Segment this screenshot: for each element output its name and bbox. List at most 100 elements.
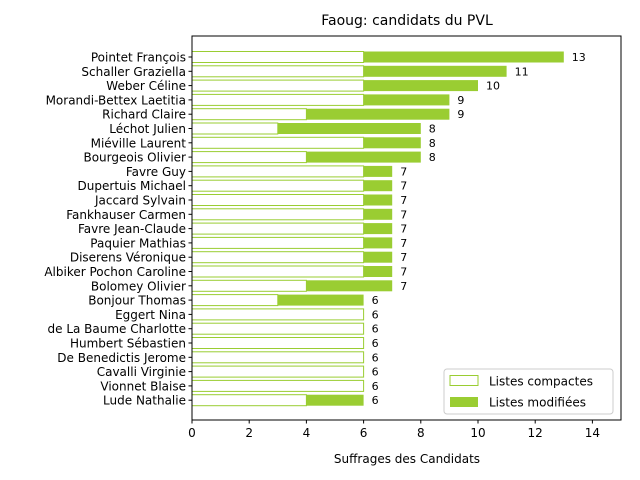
bar-value-label: 6	[372, 366, 379, 379]
x-tick-label: 14	[585, 426, 600, 440]
legend-swatch-modifiees	[450, 397, 478, 407]
y-tick-label: Humbert Sébastien	[70, 337, 186, 351]
y-tick-label: Léchot Julien	[109, 122, 186, 136]
bar-value-label: 7	[400, 251, 407, 264]
bar-value-label: 6	[372, 294, 379, 307]
y-tick-label: De Benedictis Jerome	[57, 351, 186, 365]
bar-compactes	[192, 338, 364, 349]
bar-value-label: 6	[372, 394, 379, 407]
bar-modifiees	[364, 137, 421, 148]
y-tick-label: Paquier Mathias	[90, 236, 186, 250]
y-tick-label: Miéville Laurent	[91, 136, 187, 150]
bar-compactes	[192, 94, 364, 105]
bar-modifiees	[364, 52, 564, 63]
bar-value-label: 7	[400, 237, 407, 250]
bar-compactes	[192, 323, 364, 334]
legend-label-modifiees: Listes modifiées	[489, 396, 586, 410]
y-tick-label: Lude Nathalie	[103, 394, 186, 408]
bar-compactes	[192, 237, 364, 248]
bar-modifiees	[278, 295, 364, 306]
bar-modifiees	[306, 395, 363, 406]
bar-value-label: 6	[372, 351, 379, 364]
bar-compactes	[192, 366, 364, 377]
x-tick-label: 12	[528, 426, 543, 440]
x-axis-ticks: 0 2 4 6 8 10 12 14	[188, 420, 600, 440]
bar-value-label: 7	[400, 223, 407, 236]
y-tick-label: de La Baume Charlotte	[48, 322, 187, 336]
bar-modifiees	[364, 94, 450, 105]
bar-value-label: 7	[400, 194, 407, 207]
bar-value-label: 7	[400, 180, 407, 193]
bar-compactes	[192, 380, 364, 391]
bar-modifiees	[364, 195, 393, 206]
bar-modifiees	[278, 123, 421, 134]
bar-compactes	[192, 166, 364, 177]
y-tick-label: Favre Jean-Claude	[78, 222, 186, 236]
bar-modifiees	[364, 237, 393, 248]
y-tick-labels: Pointet FrançoisSchaller GraziellaWeber …	[44, 51, 192, 408]
bar-compactes	[192, 195, 364, 206]
bar-modifiees	[306, 280, 392, 291]
bar-compactes	[192, 80, 364, 91]
x-tick-label: 6	[360, 426, 368, 440]
bar-value-label: 9	[457, 94, 464, 107]
bar-modifiees	[364, 252, 393, 263]
y-tick-label: Bolomey Olivier	[91, 279, 186, 293]
bar-value-label: 10	[486, 80, 500, 93]
bar-value-label: 8	[429, 151, 436, 164]
bar-compactes	[192, 52, 364, 63]
x-axis-label: Suffrages des Candidats	[334, 452, 480, 466]
bar-value-label: 8	[429, 123, 436, 136]
x-tick-label: 0	[188, 426, 196, 440]
x-tick-label: 10	[470, 426, 485, 440]
bar-compactes	[192, 352, 364, 363]
bar-compactes	[192, 137, 364, 148]
bar-value-label: 6	[372, 308, 379, 321]
bar-value-label: 7	[400, 208, 407, 221]
bar-compactes	[192, 66, 364, 77]
x-tick-label: 2	[245, 426, 253, 440]
bar-value-label: 7	[400, 280, 407, 293]
y-tick-label: Dupertuis Michael	[78, 179, 186, 193]
bar-compactes	[192, 152, 306, 163]
bar-value-label: 13	[572, 51, 586, 64]
y-tick-label: Eggert Nina	[115, 308, 186, 322]
x-tick-label: 8	[417, 426, 425, 440]
y-tick-label: Favre Guy	[126, 165, 186, 179]
bar-compactes	[192, 252, 364, 263]
y-tick-label: Albiker Pochon Caroline	[44, 265, 186, 279]
y-tick-label: Schaller Graziella	[81, 65, 186, 79]
bar-value-label: 6	[372, 337, 379, 350]
bar-value-label: 7	[400, 266, 407, 279]
y-tick-label: Bourgeois Olivier	[83, 151, 186, 165]
y-tick-label: Cavalli Virginie	[97, 365, 186, 379]
legend-swatch-compactes	[450, 376, 478, 386]
y-tick-label: Weber Céline	[106, 79, 186, 93]
y-tick-label: Richard Claire	[102, 108, 186, 122]
x-tick-label: 4	[303, 426, 311, 440]
bar-compactes	[192, 223, 364, 234]
bar-value-label: 8	[429, 137, 436, 150]
legend: Listes compactes Listes modifiées	[444, 369, 613, 414]
chart-title: Faoug: candidats du PVL	[321, 13, 493, 29]
bar-modifiees	[364, 66, 507, 77]
bar-compactes	[192, 180, 364, 191]
bar-compactes	[192, 266, 364, 277]
bar-modifiees	[364, 209, 393, 220]
y-tick-label: Pointet François	[91, 51, 186, 65]
bar-modifiees	[364, 180, 393, 191]
bar-modifiees	[306, 152, 420, 163]
bar-compactes	[192, 309, 364, 320]
bar-compactes	[192, 395, 306, 406]
bar-value-label: 9	[457, 108, 464, 121]
bar-modifiees	[364, 80, 478, 91]
bar-modifiees	[306, 109, 449, 120]
bar-compactes	[192, 295, 278, 306]
bar-modifiees	[364, 223, 393, 234]
y-tick-label: Bonjour Thomas	[88, 294, 186, 308]
y-tick-label: Vionnet Blaise	[100, 379, 186, 393]
bar-compactes	[192, 280, 306, 291]
y-tick-label: Jaccard Sylvain	[94, 194, 186, 208]
y-tick-label: Morandi-Bettex Laetitia	[46, 93, 186, 107]
